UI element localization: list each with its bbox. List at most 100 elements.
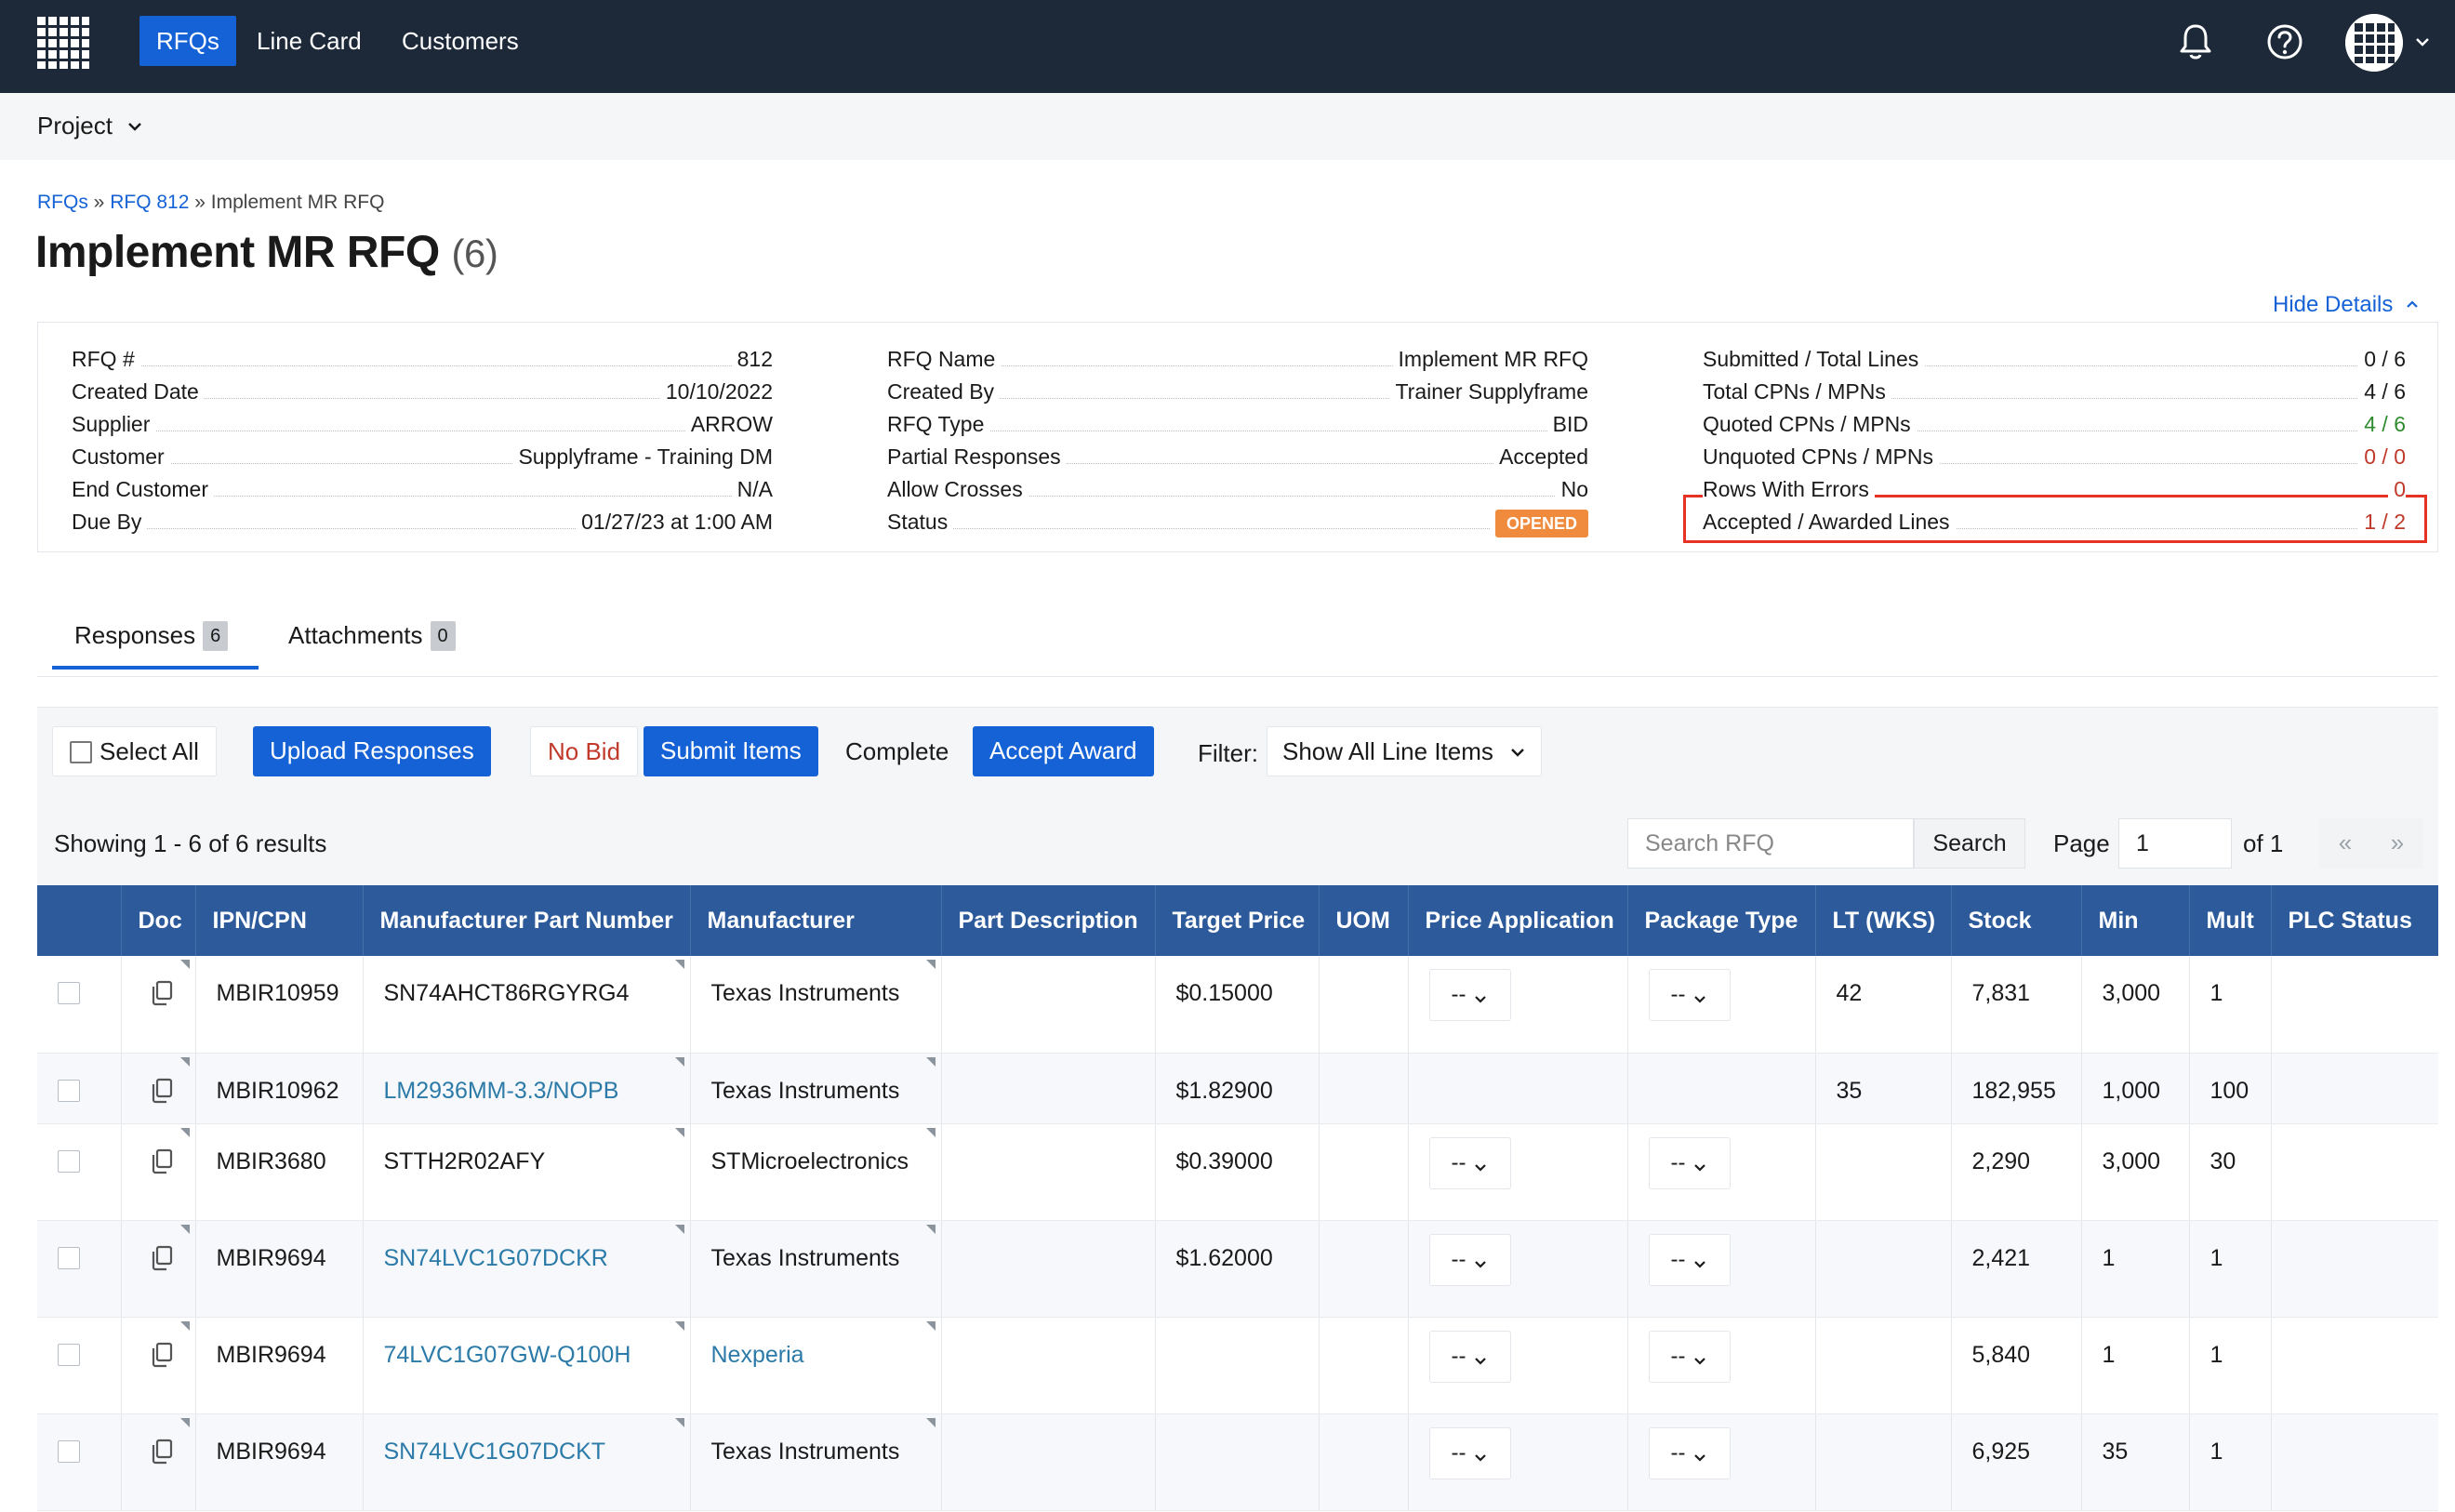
column-header[interactable]: Stock	[1951, 885, 2082, 956]
select-dropdown[interactable]: --	[1648, 1136, 1731, 1189]
column-header[interactable]: Package Type	[1627, 885, 1816, 956]
responses-table: Doc IPN/CPN Manufacturer Part Number Man…	[37, 885, 2438, 1511]
price-application-cell	[1408, 1053, 1628, 1124]
help-icon[interactable]	[2263, 20, 2306, 63]
uom-cell	[1319, 1123, 1409, 1221]
min-cell: 1	[2081, 1220, 2190, 1318]
table-row[interactable]: MBIR9694 SN74LVC1G07DCKT Texas Instruments…	[37, 1413, 2438, 1511]
detail-row: Accepted / Awarded Lines 1 / 2	[1703, 506, 2406, 538]
mpn-cell[interactable]: SN74LVC1G07DCKR	[363, 1220, 691, 1318]
select-dropdown[interactable]: --	[1648, 1426, 1731, 1479]
mpn-value[interactable]: SN74LVC1G07DCKR	[383, 1244, 608, 1271]
select-dropdown[interactable]: --	[1428, 969, 1511, 1021]
row-checkbox[interactable]	[58, 1439, 80, 1463]
bell-icon[interactable]	[2174, 20, 2217, 63]
mpn-cell[interactable]: SN74LVC1G07DCKT	[363, 1413, 691, 1511]
search-rfq-input[interactable]: Search RFQ	[1627, 818, 1914, 869]
copy-document-icon[interactable]	[150, 1245, 174, 1271]
nav-rfqs[interactable]: RFQs	[139, 16, 236, 66]
cell-corner-marker	[179, 1320, 190, 1331]
page-number-input[interactable]: 1	[2118, 818, 2232, 869]
table-row[interactable]: MBIR10962 LM2936MM-3.3/NOPB Texas Instrume…	[37, 1053, 2438, 1124]
submit-items-button[interactable]: Submit Items	[644, 726, 818, 776]
app-grid-logo-icon[interactable]	[35, 15, 91, 71]
description-cell	[941, 956, 1156, 1054]
mult-cell: 1	[2189, 1413, 2272, 1511]
select-dropdown[interactable]: --	[1648, 969, 1731, 1021]
package-type-cell: --	[1627, 1123, 1816, 1221]
column-header[interactable]: Manufacturer Part Number	[363, 885, 691, 956]
row-checkbox[interactable]	[58, 1246, 80, 1269]
copy-document-icon[interactable]	[150, 1148, 174, 1174]
user-avatar[interactable]	[2345, 14, 2403, 72]
project-dropdown[interactable]: Project	[37, 112, 143, 140]
tab-attachments[interactable]: Attachments 0	[288, 612, 456, 670]
row-checkbox[interactable]	[58, 1079, 80, 1102]
nav-customers[interactable]: Customers	[402, 27, 519, 55]
tab-responses[interactable]: Responses 6	[52, 612, 259, 670]
select-dropdown[interactable]: --	[1428, 1136, 1511, 1189]
select-dropdown[interactable]: --	[1648, 1330, 1731, 1383]
select-dropdown[interactable]: --	[1648, 1233, 1731, 1286]
filter-select[interactable]: Show All Line Items	[1267, 726, 1543, 776]
select-all-checkbox[interactable]: Select All	[52, 726, 217, 776]
no-bid-button[interactable]: No Bid	[530, 726, 639, 776]
complete-button[interactable]: Complete	[845, 737, 949, 765]
mpn-value: STTH2R02AFY	[383, 1147, 546, 1174]
cell-corner-marker	[674, 1224, 684, 1234]
column-header[interactable]: UOM	[1319, 885, 1409, 956]
row-checkbox[interactable]	[58, 1343, 80, 1366]
table-row[interactable]: MBIR3680 STTH2R02AFY STMicroelectronics $0.…	[37, 1123, 2438, 1221]
min-cell: 1	[2081, 1317, 2190, 1414]
accept-award-button[interactable]: Accept Award	[973, 726, 1154, 776]
search-button[interactable]: Search	[1914, 818, 2025, 869]
manufacturer-value[interactable]: Nexperia	[710, 1341, 804, 1368]
price-application-cell: --	[1408, 1413, 1628, 1511]
cell-corner-marker	[179, 1417, 190, 1427]
detail-key: Quoted CPNs / MPNs	[1703, 408, 1917, 441]
copy-document-icon[interactable]	[150, 1078, 174, 1104]
chevron-down-icon	[1694, 1357, 1706, 1365]
mpn-value[interactable]: SN74LVC1G07DCKT	[383, 1438, 606, 1465]
column-header[interactable]: Mult	[2189, 885, 2272, 956]
breadcrumb-separator: »	[93, 192, 105, 213]
column-header[interactable]: Target Price	[1155, 885, 1320, 956]
mpn-value[interactable]: LM2936MM-3.3/NOPB	[383, 1077, 619, 1104]
row-checkbox[interactable]	[58, 1149, 80, 1173]
select-all-label: Select All	[100, 737, 199, 765]
copy-document-icon[interactable]	[150, 1342, 174, 1368]
hide-details-toggle[interactable]: Hide Details	[2273, 292, 2420, 318]
next-page-button[interactable]: »	[2371, 818, 2423, 869]
select-dropdown[interactable]: --	[1428, 1330, 1511, 1383]
nav-line-card[interactable]: Line Card	[257, 27, 362, 55]
column-header[interactable]: Doc	[121, 885, 196, 956]
doc-cell	[121, 1413, 196, 1511]
table-row[interactable]: MBIR9694 SN74LVC1G07DCKR Texas Instruments…	[37, 1220, 2438, 1318]
mpn-cell[interactable]: LM2936MM-3.3/NOPB	[363, 1053, 691, 1124]
column-header[interactable]: Min	[2081, 885, 2190, 956]
chevron-down-icon[interactable]	[2414, 35, 2431, 48]
select-value: --	[1670, 1149, 1686, 1175]
prev-page-button[interactable]: «	[2319, 818, 2371, 869]
copy-document-icon[interactable]	[150, 980, 174, 1006]
column-header[interactable]: Price Application	[1408, 885, 1628, 956]
column-header[interactable]: Manufacturer	[690, 885, 942, 956]
upload-responses-button[interactable]: Upload Responses	[253, 726, 491, 776]
select-dropdown[interactable]: --	[1428, 1233, 1511, 1286]
breadcrumb-rfqs[interactable]: RFQs	[37, 192, 88, 213]
breadcrumb-rfq-812[interactable]: RFQ 812	[110, 192, 190, 213]
column-header[interactable]: Part Description	[941, 885, 1156, 956]
column-header[interactable]: IPN/CPN	[195, 885, 364, 956]
table-row[interactable]: MBIR9694 74LVC1G07GW-Q100H Nexperia -- -- 5,8…	[37, 1317, 2438, 1414]
manufacturer-cell[interactable]: Nexperia	[690, 1317, 942, 1414]
mpn-cell[interactable]: 74LVC1G07GW-Q100H	[363, 1317, 691, 1414]
responses-table-wrapper[interactable]: Doc IPN/CPN Manufacturer Part Number Man…	[37, 885, 2438, 1512]
select-dropdown[interactable]: --	[1428, 1426, 1511, 1479]
row-checkbox[interactable]	[58, 982, 80, 1004]
mpn-value[interactable]: 74LVC1G07GW-Q100H	[383, 1341, 631, 1368]
column-header[interactable]: LT (WKS)	[1815, 885, 1952, 956]
copy-document-icon[interactable]	[150, 1439, 174, 1465]
column-header[interactable]: PLC Status	[2271, 885, 2438, 956]
table-row[interactable]: MBIR10959 SN74AHCT86RGYRG4 Texas Instrumen…	[37, 956, 2438, 1054]
detail-row: Created Date 10/10/2022	[72, 376, 773, 408]
